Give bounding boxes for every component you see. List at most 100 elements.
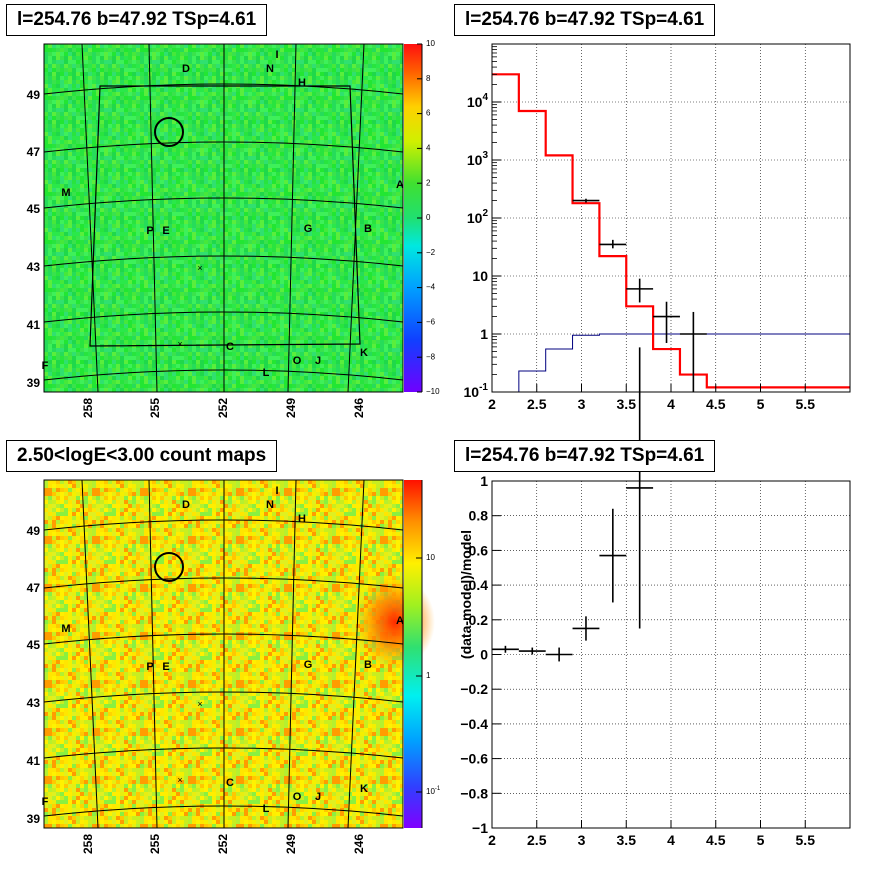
colorbar-tick-label: 10 — [426, 39, 435, 48]
y-tick-label: 103 — [467, 150, 489, 168]
grid-parallel — [43, 369, 404, 381]
grid-parallel — [43, 197, 404, 209]
colorbar-tick-label: 8 — [426, 74, 431, 83]
source-circle — [154, 117, 184, 147]
source-label: K — [360, 783, 368, 795]
map-frame — [43, 43, 404, 393]
source-label: I — [275, 485, 278, 497]
source-label: A — [396, 615, 404, 627]
y-tick-label: 1 — [480, 473, 488, 489]
source-circle — [154, 552, 184, 582]
x-tick-label: 5.5 — [796, 396, 816, 412]
map-top-title: l=254.76 b=47.92 TSp=4.61 — [6, 4, 268, 36]
source-label: G — [304, 223, 313, 235]
source-label: O — [293, 791, 302, 803]
y-tick-label: 39 — [27, 812, 41, 826]
y-tick-label: −0.2 — [460, 681, 488, 697]
y-tick-label: 45 — [27, 638, 41, 652]
colorbar-tick-label: −8 — [426, 352, 436, 361]
y-tick-label: 1 — [480, 326, 488, 342]
x-tick-label: 5 — [757, 396, 765, 412]
cross-marker: × — [197, 263, 202, 273]
x-tick-label: 3.5 — [617, 396, 637, 412]
cross-marker: × — [177, 339, 182, 349]
source-label: J — [315, 791, 321, 803]
source-label: O — [293, 355, 302, 367]
y-tick-label: 49 — [27, 88, 41, 102]
source-label: J — [315, 355, 321, 367]
grid-meridian — [287, 43, 297, 393]
residual-plot: 2 2.5 3 3.5 4 4.5 5 5.5 1 0.8 0.6 0.4 0.2 0 −0.2 −0.4 −0… — [458, 347, 851, 848]
source-label: H — [298, 513, 306, 525]
x-tick-label: 3 — [578, 832, 586, 848]
y-tick-label: 43 — [27, 260, 41, 274]
x-tick-label: 252 — [216, 398, 230, 418]
x-tick-label: 2 — [488, 832, 496, 848]
source-label: D — [182, 63, 190, 75]
x-tick-label: 2.5 — [527, 396, 547, 412]
source-label: P — [146, 661, 153, 673]
source-label: L — [263, 367, 270, 379]
y-tick-label: 0.2 — [469, 612, 489, 628]
grid-parallel — [43, 141, 404, 153]
spectrum-title: l=254.76 b=47.92 TSp=4.61 — [454, 4, 716, 36]
colorbar — [404, 44, 422, 392]
source-label: P — [146, 225, 153, 237]
source-label: B — [364, 659, 372, 671]
y-tick-label: −1 — [472, 820, 488, 836]
source-label: I — [275, 49, 278, 61]
background-model-line — [518, 333, 850, 392]
x-tick-label: 246 — [352, 398, 366, 418]
cross-marker: × — [177, 775, 182, 785]
roi-outline — [89, 85, 361, 347]
colorbar — [404, 480, 422, 828]
x-tick-label: 2.5 — [527, 832, 547, 848]
x-tick-label: 258 — [81, 834, 95, 854]
y-tick-label: 0.6 — [469, 542, 489, 558]
grid-meridian — [148, 43, 158, 393]
grid-parallel — [43, 519, 404, 531]
colorbar-tick-label: 6 — [426, 109, 431, 118]
colorbar-tick-label: 4 — [426, 144, 431, 153]
x-tick-label: 246 — [352, 834, 366, 854]
y-tick-label: 102 — [467, 208, 489, 226]
grid-parallel — [43, 633, 404, 645]
map-frame — [43, 479, 404, 829]
source-label: B — [364, 223, 372, 235]
colorbar-tick-label: −4 — [426, 283, 436, 292]
colorbar-tick-label: −10 — [426, 387, 440, 396]
model-line — [492, 73, 850, 389]
y-tick-label: 104 — [467, 92, 489, 110]
y-tick-label: 41 — [27, 754, 41, 768]
source-label: K — [360, 347, 368, 359]
y-tick-label: −0.6 — [460, 751, 488, 767]
source-label: C — [226, 341, 234, 353]
source-label: A — [396, 179, 404, 191]
y-tick-label: 43 — [27, 696, 41, 710]
y-tick-label: −0.8 — [460, 785, 488, 801]
colorbar-tick-label: 10-1 — [426, 786, 441, 797]
colorbar-tick-label: 1 — [426, 671, 431, 680]
x-tick-label: 252 — [216, 834, 230, 854]
colorbar-tick-label: −6 — [426, 318, 436, 327]
source-label: N — [266, 499, 274, 511]
y-tick-label: 47 — [27, 581, 41, 595]
source-label: E — [162, 661, 169, 673]
y-tick-label: 0.4 — [469, 577, 489, 593]
source-label: C — [226, 777, 234, 789]
source-label: F — [42, 360, 49, 372]
y-tick-label: 47 — [27, 145, 41, 159]
colorbar-tick-label: 0 — [426, 213, 431, 222]
source-label: M — [61, 187, 70, 199]
colorbar-tick-label: 10 — [426, 553, 435, 562]
y-axis-label: (data-model)/model — [458, 530, 474, 659]
x-tick-label: 258 — [81, 398, 95, 418]
x-tick-label: 4.5 — [706, 832, 726, 848]
grid-parallel — [43, 805, 404, 817]
grid-parallel — [43, 83, 404, 95]
y-tick-label: 0 — [480, 647, 488, 663]
y-tick-label: 41 — [27, 318, 41, 332]
source-label: L — [263, 803, 270, 815]
